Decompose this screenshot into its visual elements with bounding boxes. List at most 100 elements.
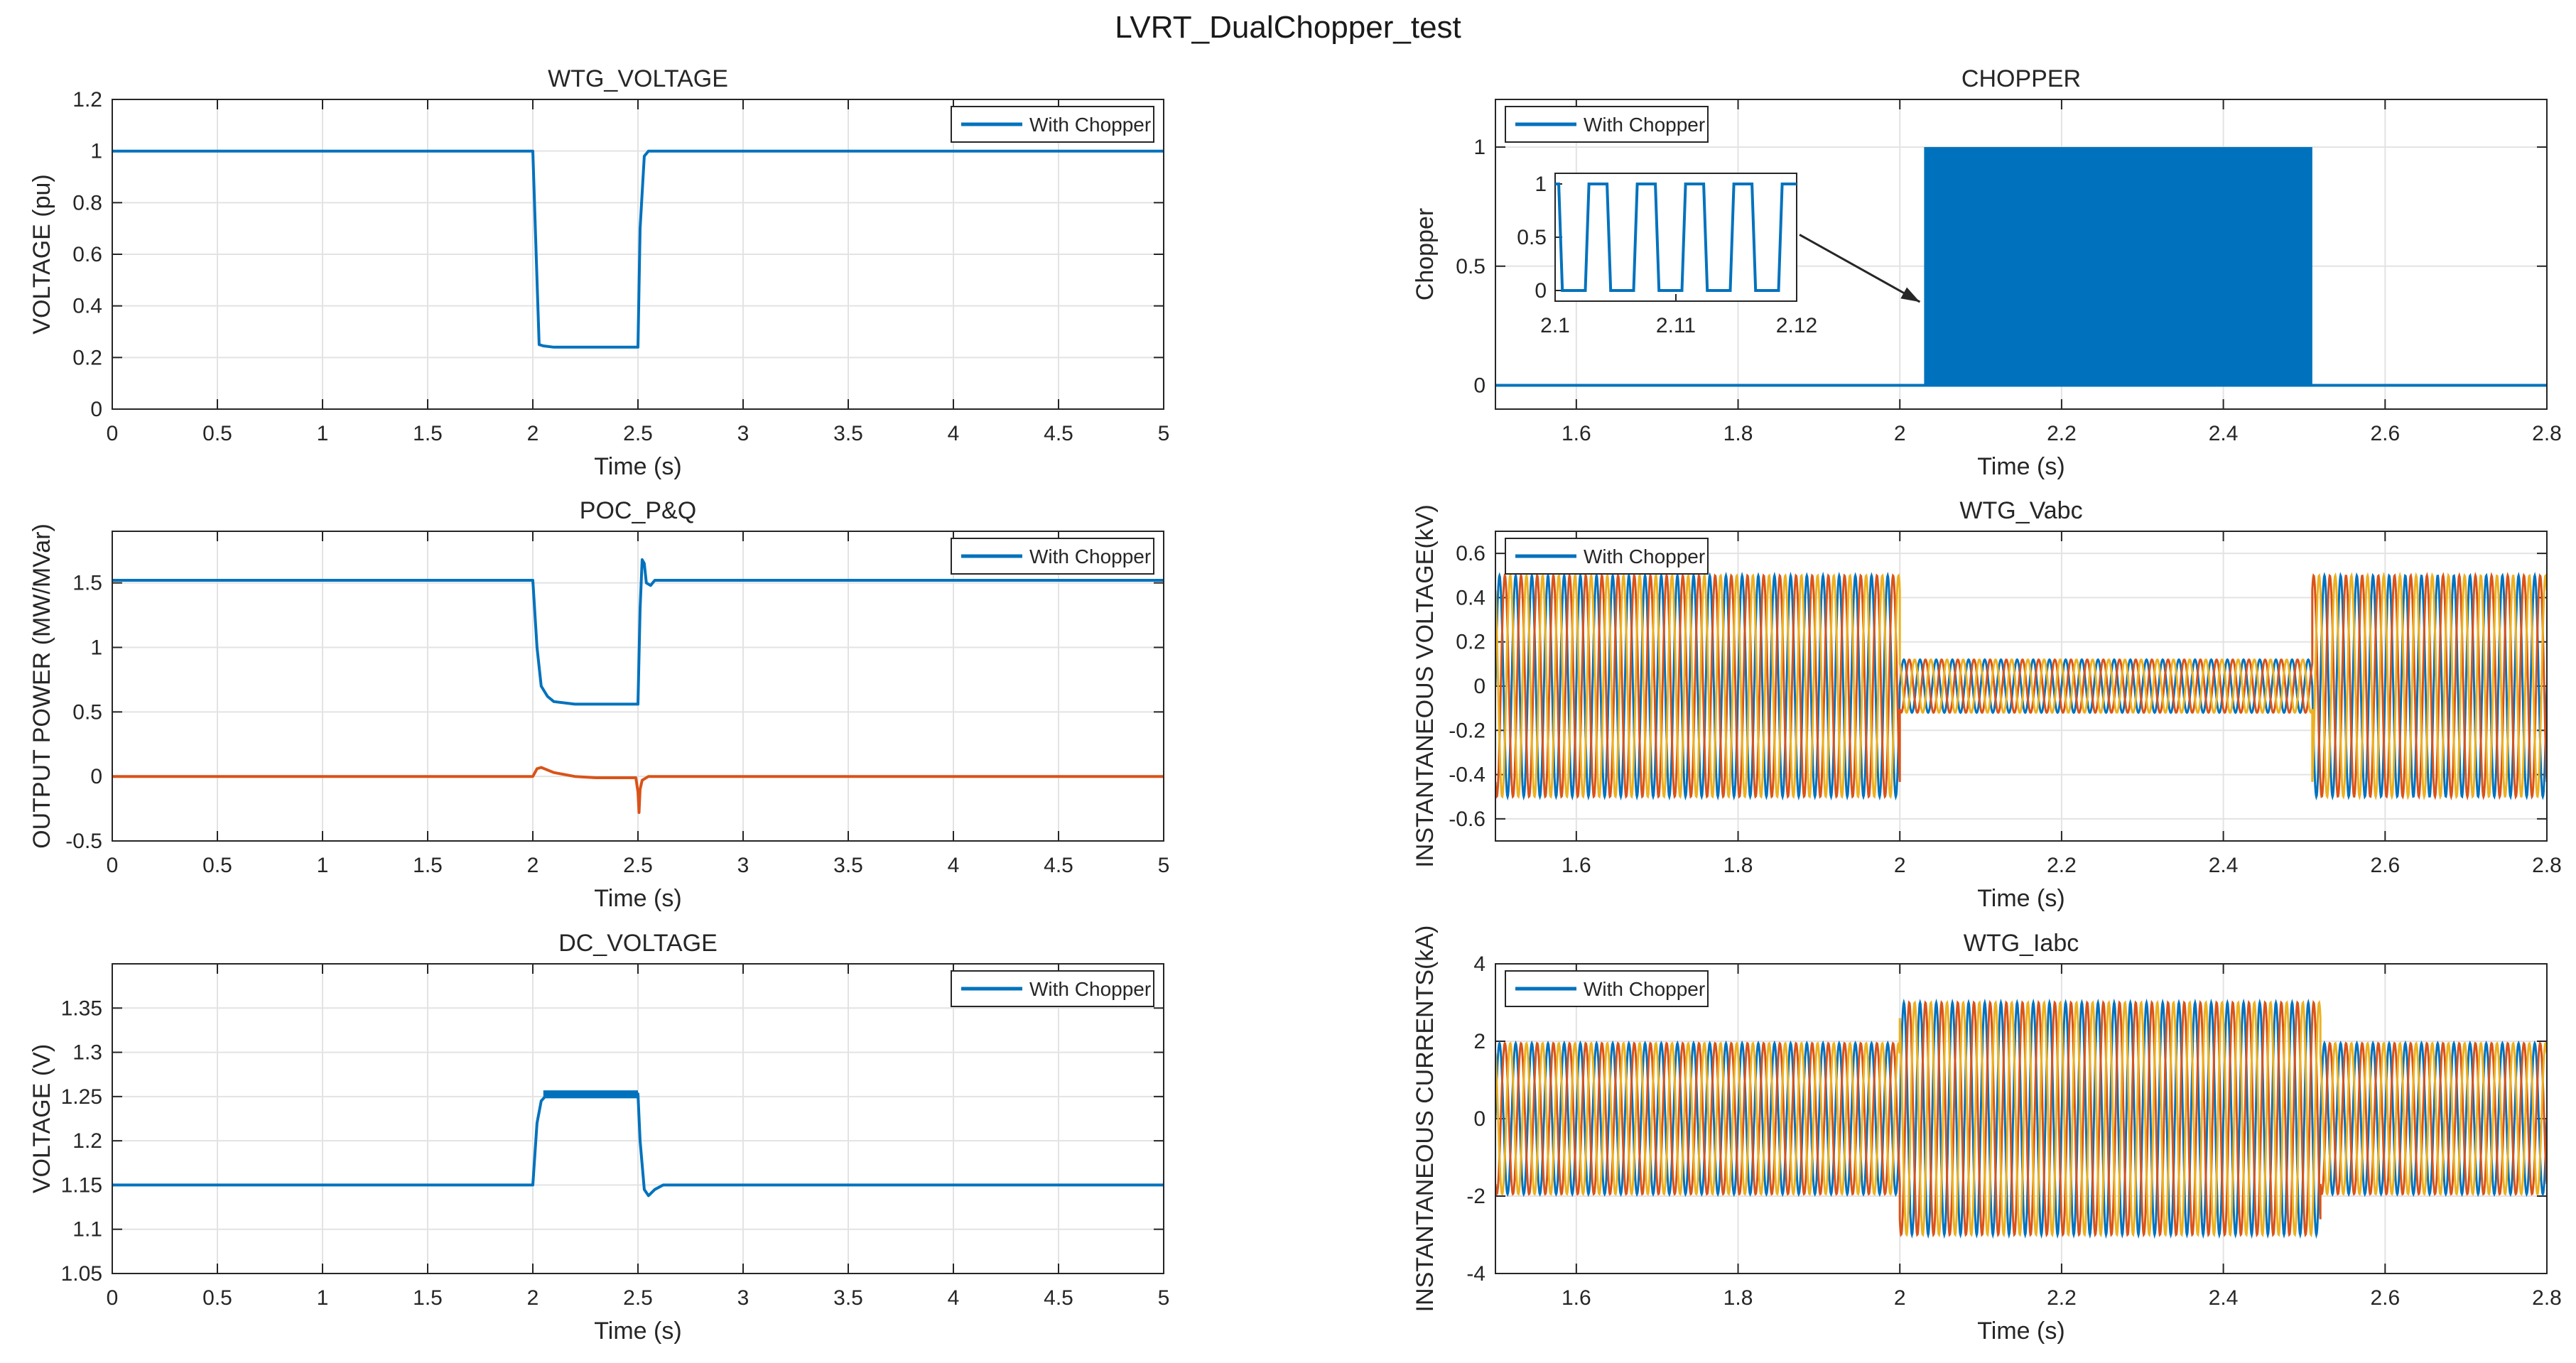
- x-tick-label: 2.8: [2532, 854, 2562, 877]
- x-axis-label: Time (s): [594, 453, 681, 480]
- x-tick-label: 2.5: [623, 1286, 653, 1310]
- y-tick-label: 1.5: [72, 572, 102, 595]
- x-axis-label: Time (s): [1977, 885, 2064, 912]
- inset-y-tick-label: 1: [1535, 173, 1547, 196]
- x-tick-label: 2.8: [2532, 1286, 2562, 1310]
- chart-title: DC_VOLTAGE: [558, 930, 718, 957]
- y-axis-label: INSTANTANEOUS VOLTAGE(kV): [1412, 504, 1439, 867]
- y-tick-label: 0.5: [72, 700, 102, 724]
- chart-title: WTG_Iabc: [1964, 930, 2079, 957]
- x-tick-label: 0.5: [202, 854, 232, 877]
- x-tick-label: 2.2: [2047, 422, 2077, 445]
- legend-box: [951, 970, 1154, 1007]
- x-tick-label: 0: [107, 1286, 119, 1310]
- y-tick-label: -0.5: [65, 830, 102, 853]
- x-tick-label: 2: [1894, 1286, 1906, 1310]
- y-tick-label: 1: [90, 140, 102, 163]
- y-tick-label: 0.6: [1456, 542, 1485, 565]
- inset-y-tick-label: 0: [1535, 279, 1547, 303]
- x-tick-label: 1.8: [1723, 1286, 1753, 1310]
- chart-wtg-iabc: 1.6 1.8 2 2.2 2.4 2.6 2.8 -4 -2 0 2 4 WTG_Iabc Time (…: [1412, 925, 2562, 1345]
- y-tick-label: 0.8: [72, 191, 102, 215]
- y-tick-label: 1.25: [61, 1085, 102, 1109]
- y-tick-label: 1.2: [72, 1129, 102, 1153]
- x-tick-label: 2.2: [2047, 1286, 2077, 1310]
- x-tick-label: 1.6: [1562, 854, 1591, 877]
- y-tick-label: 0.6: [72, 243, 102, 266]
- x-tick-label: 2.6: [2370, 854, 2400, 877]
- waveforms: [1495, 571, 2547, 801]
- y-tick-label: 1.15: [61, 1173, 102, 1197]
- x-tick-label: 4: [948, 854, 960, 877]
- y-tick-label: 0: [90, 398, 102, 421]
- y-tick-label: 1: [1473, 136, 1485, 159]
- x-tick-label: 1: [317, 422, 329, 445]
- x-tick-label: 2.6: [2370, 1286, 2400, 1310]
- y-tick-label: 0: [1473, 374, 1485, 397]
- y-tick-label: 0: [1473, 1107, 1485, 1131]
- y-tick-label: 0.2: [1456, 631, 1485, 654]
- phase-orange-line: [1495, 571, 2547, 801]
- x-axis-label: Time (s): [594, 885, 681, 912]
- chart-title: WTG_Vabc: [1959, 497, 2082, 524]
- chart-title: CHOPPER: [1961, 65, 2081, 92]
- x-tick-label: 2.2: [2047, 854, 2077, 877]
- axes-frame: [112, 963, 1164, 1274]
- x-tick-label: 3.5: [833, 422, 863, 445]
- y-tick-label: -2: [1466, 1185, 1485, 1208]
- x-tick-label: 2: [1894, 854, 1906, 877]
- x-tick-label: 0: [107, 422, 119, 445]
- inset-x-tick-label: 2.11: [1656, 314, 1696, 337]
- axes-frame: [1495, 99, 2548, 410]
- y-tick-label: 0: [1473, 675, 1485, 698]
- inset-x-tick-label: 2.1: [1540, 314, 1570, 337]
- x-tick-label: 0.5: [202, 1286, 232, 1310]
- y-tick-label: 1.05: [61, 1262, 102, 1286]
- y-tick-label: 0.5: [1456, 255, 1485, 278]
- x-tick-label: 1.6: [1562, 1286, 1591, 1310]
- legend: With Chopper: [1505, 106, 1709, 143]
- phase-yellow-line: [1495, 571, 2547, 801]
- x-tick-label: 1.8: [1723, 422, 1753, 445]
- x-tick-label: 2.5: [623, 854, 653, 877]
- y-tick-label: 0: [90, 765, 102, 788]
- x-tick-label: 1: [317, 854, 329, 877]
- legend-label: With Chopper: [1029, 114, 1151, 136]
- x-tick-label: 4.5: [1044, 854, 1073, 877]
- axes-frame: [112, 531, 1164, 842]
- y-tick-label: -0.2: [1449, 719, 1485, 742]
- y-tick-label: 0.4: [1456, 586, 1485, 609]
- x-tick-label: 2: [527, 1286, 539, 1310]
- legend-label: With Chopper: [1584, 978, 1705, 1000]
- series-line-with-chopper: [112, 149, 1164, 349]
- x-tick-label: 3: [737, 422, 749, 445]
- x-tick-label: 2.4: [2209, 854, 2239, 877]
- legend: With Chopper: [951, 538, 1154, 575]
- y-axis-label: OUTPUT POWER (MW/MVar): [28, 523, 55, 849]
- y-axis-label: VOLTAGE (V): [28, 1044, 55, 1193]
- series-line-p: [112, 558, 1164, 706]
- chart-chopper: 1.6 1.8 2 2.2 2.4 2.6 2.8 0 0.5 1 CHOPPER Time (s) C…: [1412, 65, 2562, 480]
- x-tick-label: 1.5: [413, 854, 443, 877]
- phase-orange-line: [1495, 999, 2547, 1238]
- inset-frame: [1554, 173, 1797, 302]
- x-tick-label: 2: [1894, 422, 1906, 445]
- y-tick-label: 1.2: [72, 88, 102, 112]
- x-tick-label: 3.5: [833, 854, 863, 877]
- y-tick-label: 0.4: [72, 295, 102, 318]
- switching-band: [1924, 147, 2312, 386]
- series-line-with-chopper: [112, 1092, 1164, 1198]
- phase-yellow-line: [1495, 999, 2547, 1238]
- x-tick-label: 4: [948, 1286, 960, 1310]
- x-tick-label: 3: [737, 854, 749, 877]
- x-tick-label: 1.8: [1723, 854, 1753, 877]
- inset-x-tick-label: 2.12: [1776, 314, 1817, 337]
- y-tick-label: -4: [1466, 1262, 1485, 1286]
- legend-label: With Chopper: [1584, 545, 1705, 568]
- inset-chart: 2.1 2.11 2.12 0 0.5 1: [1517, 173, 1817, 337]
- x-tick-label: 2.6: [2370, 422, 2400, 445]
- x-tick-label: 4.5: [1044, 422, 1073, 445]
- x-tick-label: 1.5: [413, 422, 443, 445]
